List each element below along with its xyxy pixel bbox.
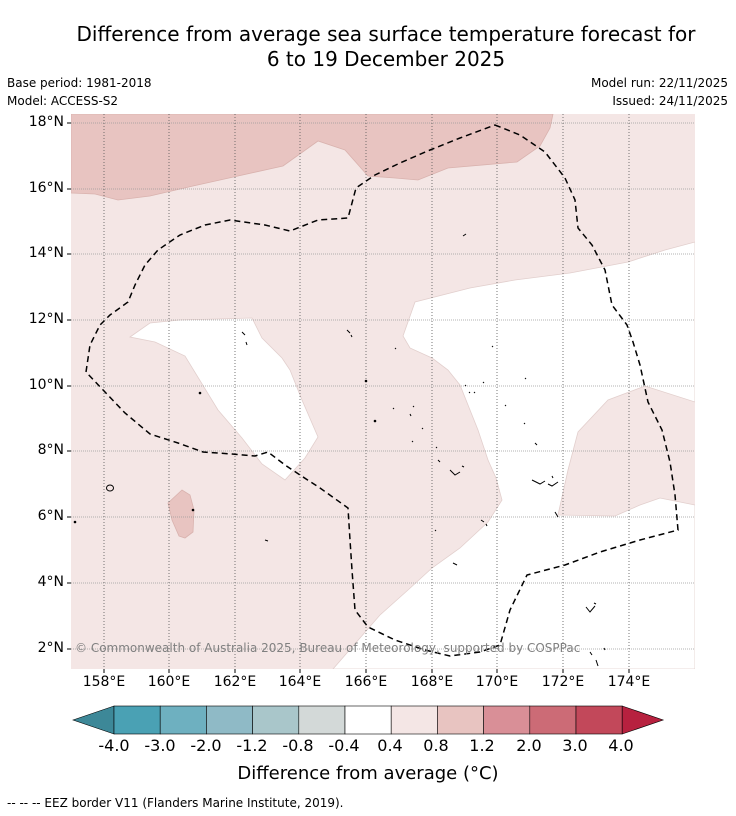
colorbar-tick-label: 3.0 <box>562 736 588 755</box>
map-area <box>71 114 695 669</box>
meta-left: Base period: 1981-2018 Model: ACCESS-S2 <box>7 74 152 110</box>
colorbar-tick-label: -3.0 <box>144 736 176 755</box>
lon-label: 174°E <box>607 674 651 690</box>
islands <box>73 233 606 667</box>
lon-label: 168°E <box>410 674 454 690</box>
colorbar-tick-label: 1.2 <box>469 736 495 755</box>
colorbar-tick-label: -1.2 <box>236 736 268 755</box>
colorbar-swatch <box>529 705 577 735</box>
colorbar-swatch <box>575 705 623 735</box>
lat-label: 12°N <box>28 311 64 327</box>
colorbar-swatch <box>390 705 438 735</box>
lat-label: 10°N <box>28 377 64 393</box>
eez-footnote: -- -- -- EEZ border V11 (Flanders Marine… <box>7 796 344 810</box>
lon-label: 160°E <box>147 674 191 690</box>
lat-label: 14°N <box>28 245 64 261</box>
lat-label: 16°N <box>28 180 64 196</box>
base-period: Base period: 1981-2018 <box>7 76 152 90</box>
colorbar-extend-low <box>72 705 115 735</box>
colorbar-tick-label: 4.0 <box>608 736 634 755</box>
lon-label: 162°E <box>213 674 257 690</box>
lat-gridlines <box>71 122 695 650</box>
colorbar-swatch <box>483 705 531 735</box>
colorbar-swatch <box>252 705 300 735</box>
axis-ticks <box>67 122 630 673</box>
colorbar-swatch <box>206 705 253 735</box>
colorbar-tick-label: -0.8 <box>282 736 314 755</box>
colorbar-swatch <box>344 705 392 735</box>
colorbar-tick-label: -0.4 <box>328 736 360 755</box>
meta-right: Model run: 22/11/2025 Issued: 24/11/2025 <box>591 74 728 110</box>
eez-border <box>85 124 679 657</box>
colorbar-swatch <box>113 705 161 735</box>
lon-label: 170°E <box>475 674 519 690</box>
title-line-1: Difference from average sea surface temp… <box>76 22 696 46</box>
anomaly-patch-west <box>167 489 195 539</box>
colorbar-tick-label: 2.0 <box>516 736 542 755</box>
lat-label: 4°N <box>37 574 64 590</box>
colorbar-tick-label: 0.4 <box>377 736 403 755</box>
issued-date: Issued: 24/11/2025 <box>612 94 728 108</box>
colorbar-title: Difference from average (°C) <box>237 763 499 784</box>
lon-gridlines <box>103 114 630 669</box>
lat-label: 2°N <box>37 640 64 656</box>
lat-label: 8°N <box>37 442 64 458</box>
neutral-region-west <box>129 317 319 481</box>
colorbar-swatch <box>437 705 484 735</box>
lat-label: 6°N <box>37 508 64 524</box>
colorbar-swatch <box>159 705 207 735</box>
colorbar-tick-label: 0.8 <box>423 736 449 755</box>
lon-label: 172°E <box>541 674 585 690</box>
colorbar-swatch <box>298 705 346 735</box>
lat-label: 18°N <box>28 114 64 130</box>
copyright-notice: © Commonwealth of Australia 2025, Bureau… <box>75 641 581 655</box>
model-run: Model run: 22/11/2025 <box>590 76 728 90</box>
colorbar-tick-label: -2.0 <box>190 736 222 755</box>
lon-label: 166°E <box>344 674 388 690</box>
model-name: Model: ACCESS-S2 <box>7 94 119 108</box>
colorbar-tick-label: -4.0 <box>98 736 130 755</box>
lon-label: 164°E <box>278 674 322 690</box>
title-line-2: 6 to 19 December 2025 <box>266 47 506 71</box>
anomaly-region-north <box>71 114 554 201</box>
chart-title: Difference from average sea surface temp… <box>0 22 736 72</box>
lon-label: 158°E <box>82 674 126 690</box>
colorbar-extend-high <box>621 705 665 735</box>
neutral-region-east <box>332 241 695 669</box>
colorbar <box>72 705 665 735</box>
